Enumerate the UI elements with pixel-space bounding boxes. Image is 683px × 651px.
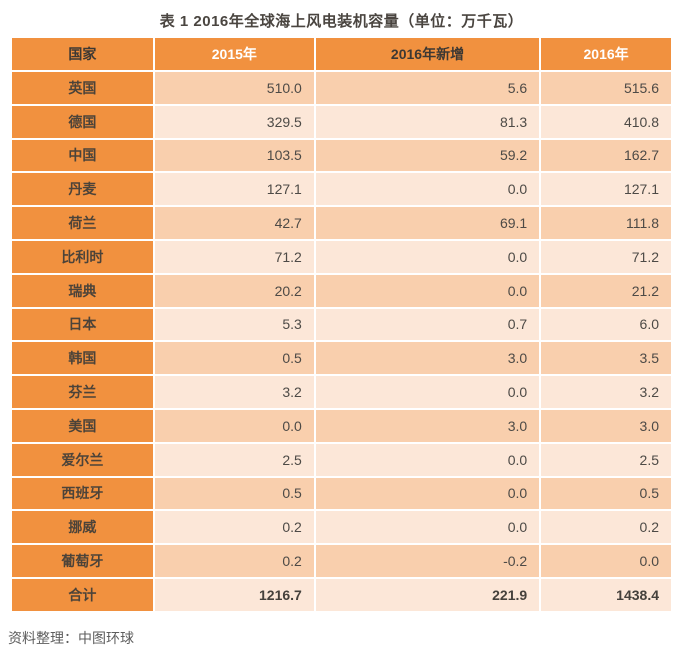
country-cell: 中国 xyxy=(12,139,153,172)
value-cell: 0.2 xyxy=(154,511,314,544)
value-cell: 0.0 xyxy=(154,409,314,442)
country-cell: 合计 xyxy=(12,578,153,611)
header-cell-2016-added: 2016年新增 xyxy=(315,38,540,70)
country-cell: 丹麦 xyxy=(12,173,153,206)
country-cell: 美国 xyxy=(12,409,153,442)
total-row: 合计 1216.7 221.9 1438.4 xyxy=(12,578,671,611)
table-row: 日本 5.3 0.7 6.0 xyxy=(12,308,671,341)
header-cell-2015: 2015年 xyxy=(154,38,314,70)
value-cell: 329.5 xyxy=(154,105,314,138)
value-cell: 0.0 xyxy=(315,443,540,476)
value-cell: 221.9 xyxy=(315,578,540,611)
capacity-table: 国家 2015年 2016年新增 2016年 英国 510.0 5.6 515.6 德国… xyxy=(10,36,673,613)
value-cell: 2.5 xyxy=(541,443,671,476)
value-cell: -0.2 xyxy=(315,545,540,577)
value-cell: 0.5 xyxy=(154,342,314,375)
value-cell: 71.2 xyxy=(154,240,314,273)
value-cell: 71.2 xyxy=(541,240,671,273)
value-cell: 162.7 xyxy=(541,139,671,172)
value-cell: 0.0 xyxy=(315,477,540,510)
value-cell: 0.0 xyxy=(315,173,540,206)
table-row: 韩国 0.5 3.0 3.5 xyxy=(12,342,671,375)
value-cell: 3.0 xyxy=(315,409,540,442)
value-cell: 510.0 xyxy=(154,72,314,104)
country-cell: 荷兰 xyxy=(12,207,153,239)
country-cell: 西班牙 xyxy=(12,477,153,510)
table-row: 美国 0.0 3.0 3.0 xyxy=(12,409,671,442)
country-cell: 芬兰 xyxy=(12,376,153,408)
value-cell: 515.6 xyxy=(541,72,671,104)
table-row: 丹麦 127.1 0.0 127.1 xyxy=(12,173,671,206)
value-cell: 42.7 xyxy=(154,207,314,239)
value-cell: 3.5 xyxy=(541,342,671,375)
value-cell: 1438.4 xyxy=(541,578,671,611)
value-cell: 5.3 xyxy=(154,308,314,341)
value-cell: 127.1 xyxy=(541,173,671,206)
table-row: 挪威 0.2 0.0 0.2 xyxy=(12,511,671,544)
table-row: 芬兰 3.2 0.0 3.2 xyxy=(12,376,671,408)
header-row: 国家 2015年 2016年新增 2016年 xyxy=(12,38,671,70)
country-cell: 德国 xyxy=(12,105,153,138)
table-row: 德国 329.5 81.3 410.8 xyxy=(12,105,671,138)
table-row: 英国 510.0 5.6 515.6 xyxy=(12,72,671,104)
value-cell: 21.2 xyxy=(541,274,671,307)
value-cell: 0.0 xyxy=(315,376,540,408)
table-row: 爱尔兰 2.5 0.0 2.5 xyxy=(12,443,671,476)
value-cell: 0.5 xyxy=(154,477,314,510)
value-cell: 410.8 xyxy=(541,105,671,138)
header-cell-2016: 2016年 xyxy=(541,38,671,70)
value-cell: 3.2 xyxy=(154,376,314,408)
page-title: 表 1 2016年全球海上风电装机容量（单位：万千瓦） xyxy=(159,13,524,30)
value-cell: 0.7 xyxy=(315,308,540,341)
country-cell: 葡萄牙 xyxy=(12,545,153,577)
source-note: 资料整理：中图环球 xyxy=(8,629,134,646)
value-cell: 0.2 xyxy=(154,545,314,577)
table-row: 荷兰 42.7 69.1 111.8 xyxy=(12,207,671,239)
value-cell: 59.2 xyxy=(315,139,540,172)
value-cell: 127.1 xyxy=(154,173,314,206)
country-cell: 英国 xyxy=(12,72,153,104)
value-cell: 0.0 xyxy=(315,240,540,273)
country-cell: 爱尔兰 xyxy=(12,443,153,476)
value-cell: 0.2 xyxy=(541,511,671,544)
value-cell: 1216.7 xyxy=(154,578,314,611)
table-body: 英国 510.0 5.6 515.6 德国 329.5 81.3 410.8 中国 103.5 59… xyxy=(12,72,671,611)
value-cell: 81.3 xyxy=(315,105,540,138)
country-cell: 韩国 xyxy=(12,342,153,375)
country-cell: 挪威 xyxy=(12,511,153,544)
value-cell: 0.0 xyxy=(315,511,540,544)
value-cell: 111.8 xyxy=(541,207,671,239)
value-cell: 103.5 xyxy=(154,139,314,172)
value-cell: 0.0 xyxy=(541,545,671,577)
country-cell: 比利时 xyxy=(12,240,153,273)
country-cell: 瑞典 xyxy=(12,274,153,307)
value-cell: 2.5 xyxy=(154,443,314,476)
value-cell: 5.6 xyxy=(315,72,540,104)
header-cell-country: 国家 xyxy=(12,38,153,70)
value-cell: 3.0 xyxy=(541,409,671,442)
value-cell: 3.2 xyxy=(541,376,671,408)
table-row: 瑞典 20.2 0.0 21.2 xyxy=(12,274,671,307)
table-row: 比利时 71.2 0.0 71.2 xyxy=(12,240,671,273)
value-cell: 0.5 xyxy=(541,477,671,510)
value-cell: 69.1 xyxy=(315,207,540,239)
value-cell: 0.0 xyxy=(315,274,540,307)
country-cell: 日本 xyxy=(12,308,153,341)
value-cell: 20.2 xyxy=(154,274,314,307)
value-cell: 3.0 xyxy=(315,342,540,375)
table-row: 葡萄牙 0.2 -0.2 0.0 xyxy=(12,545,671,577)
table-row: 中国 103.5 59.2 162.7 xyxy=(12,139,671,172)
value-cell: 6.0 xyxy=(541,308,671,341)
table-row: 西班牙 0.5 0.0 0.5 xyxy=(12,477,671,510)
